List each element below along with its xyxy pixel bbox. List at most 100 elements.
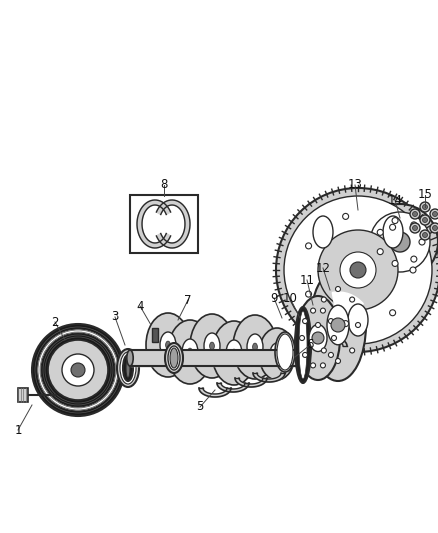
Circle shape xyxy=(321,308,325,313)
Circle shape xyxy=(62,354,94,386)
Circle shape xyxy=(356,322,360,327)
Circle shape xyxy=(350,297,355,302)
Ellipse shape xyxy=(127,350,133,366)
Text: 9: 9 xyxy=(270,292,278,304)
Circle shape xyxy=(377,229,383,236)
Circle shape xyxy=(411,222,417,228)
Text: 6: 6 xyxy=(306,338,314,351)
Circle shape xyxy=(311,308,315,313)
Circle shape xyxy=(71,363,85,377)
Text: 11: 11 xyxy=(300,273,314,287)
Ellipse shape xyxy=(120,352,136,384)
Ellipse shape xyxy=(277,334,293,370)
Ellipse shape xyxy=(168,346,180,370)
Ellipse shape xyxy=(275,332,295,372)
Polygon shape xyxy=(199,388,231,397)
Circle shape xyxy=(392,261,398,266)
Circle shape xyxy=(331,318,345,332)
Circle shape xyxy=(423,205,427,209)
Polygon shape xyxy=(297,343,329,352)
Ellipse shape xyxy=(295,307,311,383)
Wedge shape xyxy=(332,292,363,325)
Circle shape xyxy=(423,232,427,238)
Circle shape xyxy=(336,359,340,364)
Bar xyxy=(18,388,28,402)
Circle shape xyxy=(37,329,119,411)
Circle shape xyxy=(430,209,438,219)
Text: 13: 13 xyxy=(348,179,362,191)
Text: 10: 10 xyxy=(283,292,297,304)
Circle shape xyxy=(32,324,124,416)
Ellipse shape xyxy=(210,342,214,350)
Circle shape xyxy=(328,319,333,324)
Text: 7: 7 xyxy=(184,294,192,306)
Circle shape xyxy=(370,212,430,272)
Circle shape xyxy=(413,212,417,216)
Ellipse shape xyxy=(309,325,327,351)
Ellipse shape xyxy=(302,350,308,366)
Polygon shape xyxy=(315,337,347,346)
Circle shape xyxy=(303,319,307,324)
Text: 8: 8 xyxy=(160,179,168,191)
Circle shape xyxy=(315,322,321,327)
Circle shape xyxy=(312,332,324,344)
Circle shape xyxy=(432,212,438,216)
Circle shape xyxy=(411,256,417,262)
Ellipse shape xyxy=(190,314,234,378)
Ellipse shape xyxy=(165,343,183,373)
Ellipse shape xyxy=(170,348,178,368)
Text: 12: 12 xyxy=(315,262,331,274)
Circle shape xyxy=(343,213,349,220)
Ellipse shape xyxy=(232,349,237,357)
Circle shape xyxy=(390,224,396,230)
Circle shape xyxy=(410,267,416,273)
Ellipse shape xyxy=(275,351,279,357)
Ellipse shape xyxy=(166,341,170,349)
Polygon shape xyxy=(279,349,311,358)
Circle shape xyxy=(430,223,438,233)
Ellipse shape xyxy=(126,358,130,378)
Circle shape xyxy=(420,230,430,240)
Circle shape xyxy=(419,239,425,245)
Ellipse shape xyxy=(310,269,366,381)
Ellipse shape xyxy=(299,311,307,379)
Circle shape xyxy=(321,348,326,353)
Bar xyxy=(130,195,198,253)
Circle shape xyxy=(321,363,325,368)
Ellipse shape xyxy=(212,321,256,385)
Ellipse shape xyxy=(348,304,368,336)
Circle shape xyxy=(362,204,438,280)
Text: 15: 15 xyxy=(417,189,432,201)
Circle shape xyxy=(410,209,420,219)
Polygon shape xyxy=(235,378,267,387)
Ellipse shape xyxy=(253,343,258,351)
Ellipse shape xyxy=(160,332,176,358)
Bar xyxy=(152,328,158,342)
Ellipse shape xyxy=(117,349,139,387)
Circle shape xyxy=(390,232,410,252)
Circle shape xyxy=(432,225,438,230)
Circle shape xyxy=(276,188,438,352)
Ellipse shape xyxy=(296,296,340,380)
Circle shape xyxy=(420,215,430,225)
Circle shape xyxy=(377,248,383,255)
Polygon shape xyxy=(156,200,190,248)
Circle shape xyxy=(410,223,420,233)
Circle shape xyxy=(390,310,396,316)
Circle shape xyxy=(392,217,398,223)
Ellipse shape xyxy=(233,315,277,379)
Circle shape xyxy=(306,291,311,297)
Circle shape xyxy=(321,297,326,302)
Circle shape xyxy=(284,196,432,344)
Circle shape xyxy=(413,225,417,230)
Ellipse shape xyxy=(247,334,263,360)
Circle shape xyxy=(328,352,333,358)
Text: 1: 1 xyxy=(14,424,22,437)
Polygon shape xyxy=(253,373,285,382)
Circle shape xyxy=(332,335,336,341)
Circle shape xyxy=(303,352,307,358)
Ellipse shape xyxy=(146,313,190,377)
Circle shape xyxy=(423,217,427,222)
Ellipse shape xyxy=(383,216,403,248)
Ellipse shape xyxy=(226,340,242,366)
